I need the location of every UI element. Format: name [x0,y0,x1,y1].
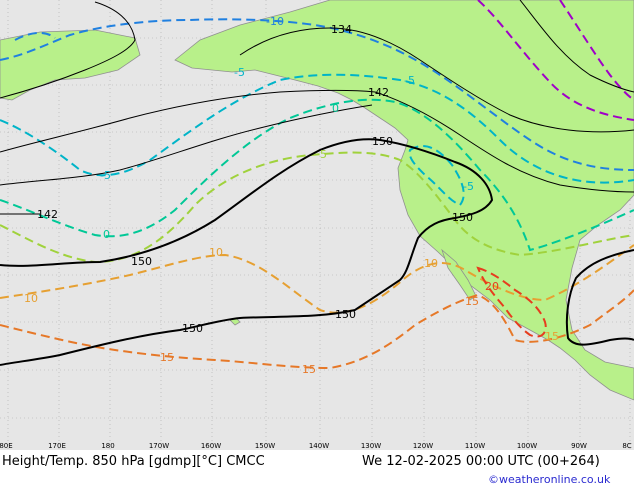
temp-line-cold-1 [477,0,634,121]
height-line-134-east [239,27,634,133]
temp-line-m10-west [14,32,56,41]
temp-line-cold-2 [559,0,634,101]
temp-label: 10 [209,246,223,259]
height-label: 142 [37,208,58,221]
temp-line-10 [0,244,634,314]
temp-label: 20 [485,280,499,293]
height-label: 150 [452,211,473,224]
lon-tick-label: 110W [465,442,485,450]
footer-bar [0,450,634,490]
temp-label: -10 [266,15,284,28]
temp-line-m10 [0,18,634,171]
lon-tick-label: 170W [149,442,169,450]
temp-label: 15 [465,295,479,308]
height-line-142-b [0,104,373,186]
height-label: 134 [331,23,352,36]
lon-tick-label: 170E [48,442,66,450]
height-line-134-west [0,1,136,99]
lon-tick-label: 100W [517,442,537,450]
temp-line-m5 [0,73,634,184]
temp-label: 0 [332,102,339,115]
height-labels: 134 142 142 150 150 150 150 150 [37,23,473,335]
valid-time: We 12-02-2025 00:00 UTC (00+264) [362,454,600,469]
temp-line-5 [0,151,634,264]
temp-label: 15 [160,351,174,364]
temp-line-0 [0,98,634,252]
height-line-134-east-b [519,0,634,93]
height-label: 150 [131,255,152,268]
height-label: 150 [335,308,356,321]
lon-tick-label: 180 [101,442,114,450]
longitude-ticks: 80E 170E 180 170W 160W 150W 140W 130W 12… [0,442,632,450]
lon-tick-label: 140W [309,442,329,450]
lon-tick-label: 8C [622,442,631,450]
land-baja-california [441,248,477,301]
map-title: Height/Temp. 850 hPa [gdmp][°C] CMCC [2,454,265,469]
lon-tick-label: 130W [361,442,381,450]
temp-label: 15 [302,363,316,376]
lon-tick-label: 150W [255,442,275,450]
temp-line-m5-inner [408,145,465,207]
temp-label: -5 [463,180,474,193]
temperature-labels: -10 -5 -5 -5 0 0 -5 5 10 10 10 15 15 15 … [24,15,559,376]
temp-label: 5 [320,148,327,161]
temperature-contours [0,0,634,370]
lon-tick-label: 90W [571,442,587,450]
temp-label: 10 [424,257,438,270]
lon-tick-label: 120W [413,442,433,450]
height-label: 142 [368,86,389,99]
height-label: 150 [372,135,393,148]
height-line-150-east [565,249,634,346]
temp-label: -5 [404,74,415,87]
lon-tick-label: 160W [201,442,221,450]
temp-label: 15 [545,330,559,343]
height-contours [0,0,634,366]
temp-label: 10 [24,292,38,305]
temp-label: -5 [234,66,245,79]
temp-label: 0 [103,228,110,241]
temp-line-15 [0,289,634,370]
temp-line-20 [476,266,547,338]
site-credit: ©weatheronline.co.uk [488,473,611,486]
temp-label: -5 [100,169,111,182]
lon-tick-label: 80E [0,442,13,450]
height-line-150-north [0,138,494,366]
height-label: 150 [182,322,203,335]
height-line-142 [0,90,634,193]
